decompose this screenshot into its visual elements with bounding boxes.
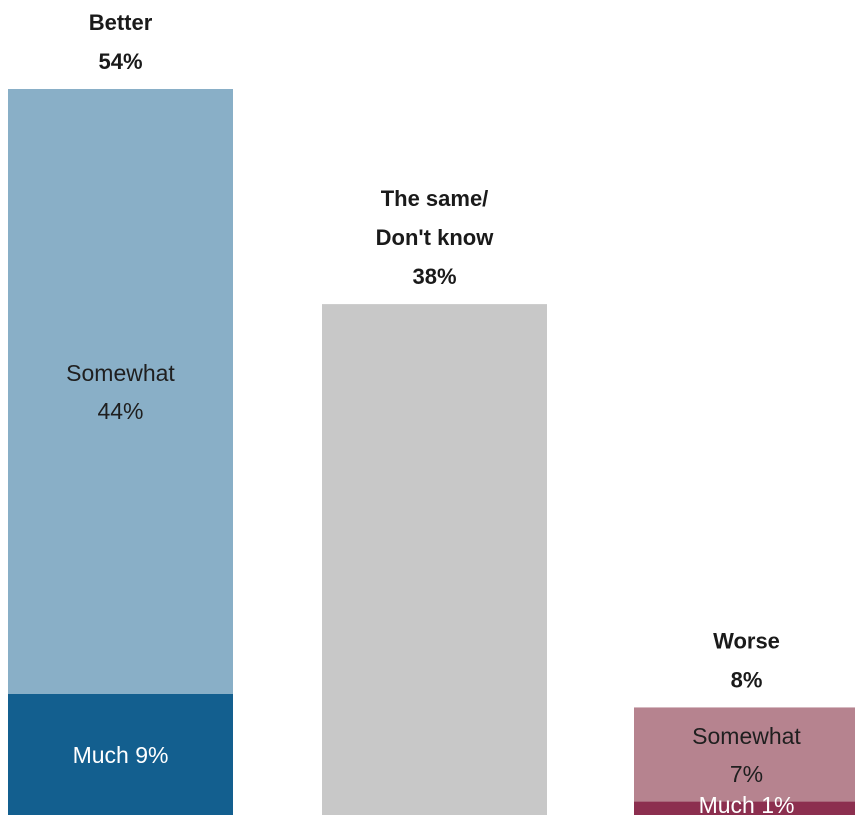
labels-layer: Much 9% Somewhat 44% Better 54% The same/Don'…	[66, 10, 801, 815]
segment-label-better-1-1: 44%	[97, 398, 143, 424]
heading-the-same-line-0: The same/	[381, 186, 489, 211]
segment-label-better-1-0: Somewhat	[66, 360, 175, 386]
heading-worse-line-1: 8%	[731, 667, 763, 692]
heading-the-same-line-1: Don't know	[376, 225, 495, 250]
bar-better-segment-0	[8, 694, 233, 815]
segment-label-better-0-0: Much 9%	[73, 742, 169, 768]
segment-label-worse-1-1: 7%	[730, 761, 763, 787]
heading-worse-line-0: Worse	[713, 628, 780, 653]
bar-the-same-segment-0	[322, 304, 547, 815]
bar-better-segment-1	[8, 89, 233, 694]
segment-label-worse-0-0: Much 1%	[699, 792, 795, 815]
bars-layer	[8, 89, 855, 815]
heading-better-line-0: Better	[89, 10, 153, 35]
bar-worse-segment-1	[634, 707, 855, 802]
bar-worse-segment-0	[634, 801, 855, 815]
heading-better-line-1: 54%	[98, 49, 142, 74]
segment-label-worse-1-0: Somewhat	[692, 723, 801, 749]
heading-the-same-line-2: 38%	[412, 264, 456, 289]
